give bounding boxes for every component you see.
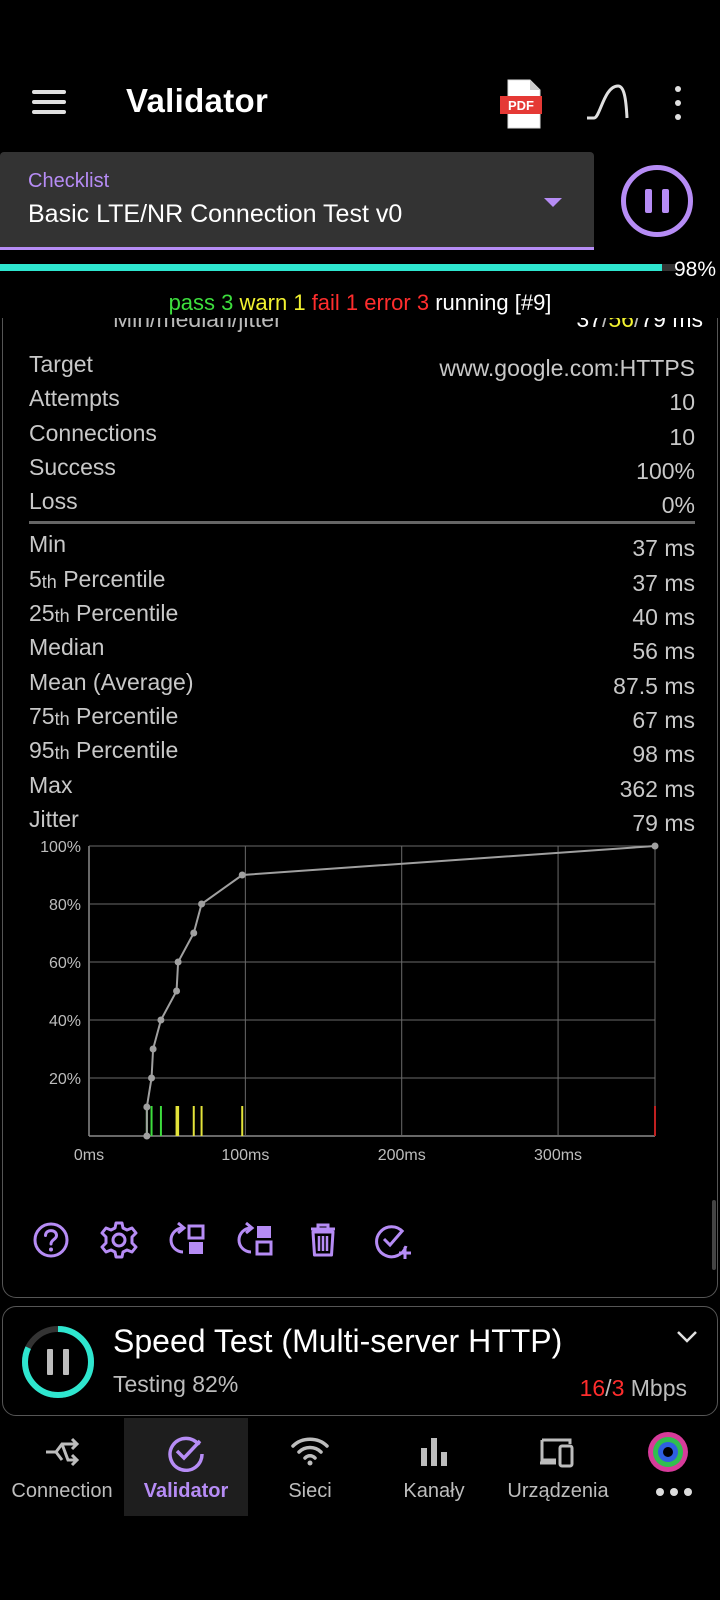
- y-tick-label: 80%: [49, 897, 81, 914]
- checklist-select[interactable]: Checklist Basic LTE/NR Connection Test v…: [0, 152, 594, 250]
- settings-gear-icon[interactable]: [99, 1220, 139, 1260]
- nav-label: Sieci: [248, 1480, 372, 1503]
- result-card: Min/median/jitter 37/56/79 ms Target www.…: [2, 318, 718, 1298]
- nav-item-connection[interactable]: Connection: [0, 1418, 124, 1516]
- data-point: [198, 901, 205, 908]
- table-row: 75th Percentile 67 ms: [29, 700, 695, 734]
- more-tabs-icon[interactable]: [656, 1488, 692, 1498]
- fail-count: fail 1: [312, 290, 358, 315]
- data-point: [190, 930, 197, 937]
- x-tick-label: 300ms: [534, 1147, 582, 1164]
- bottom-navigation: Connection Validator Sieci Kanały Ur: [0, 1418, 720, 1518]
- result-rows: Target www.google.com:HTTPS Attempts 10 Co…: [29, 348, 695, 837]
- nav-label: Connection: [0, 1480, 124, 1503]
- data-point: [143, 1133, 150, 1140]
- table-row: 95th Percentile 98 ms: [29, 734, 695, 768]
- speed-test-rate: 16/3 Mbps: [580, 1375, 687, 1402]
- x-tick-label: 200ms: [378, 1147, 426, 1164]
- delete-icon[interactable]: [303, 1220, 343, 1260]
- table-row: 25th Percentile 40 ms: [29, 597, 695, 631]
- rerun-item-icon[interactable]: [167, 1220, 207, 1260]
- dropdown-arrow-icon: [544, 198, 562, 207]
- app-bar: Validator PDF: [0, 60, 720, 148]
- data-point: [175, 959, 182, 966]
- y-tick-label: 20%: [49, 1071, 81, 1088]
- chevron-down-icon[interactable]: [675, 1325, 699, 1349]
- min-median-jitter-row: Min/median/jitter 37/56/79 ms: [113, 318, 703, 333]
- table-row: Connections 10: [29, 417, 695, 451]
- table-row: Mean (Average) 87.5 ms: [29, 666, 695, 700]
- nav-label: Validator: [124, 1480, 248, 1503]
- nav-label: Kanały: [372, 1480, 496, 1503]
- connection-icon: [42, 1432, 82, 1472]
- table-row: Min 37 ms: [29, 528, 695, 562]
- page-title: Validator: [126, 82, 268, 120]
- pause-button[interactable]: [621, 165, 693, 237]
- data-point: [150, 1046, 157, 1053]
- speed-test-status: Testing 82%: [113, 1371, 238, 1398]
- nav-item-validator[interactable]: Validator: [124, 1418, 248, 1516]
- y-tick-label: 60%: [49, 955, 81, 972]
- series-line: [147, 846, 655, 1136]
- progress-percent: 98%: [674, 258, 716, 282]
- checklist-progress-bar: [0, 264, 676, 271]
- latency-cdf-chart: 20% 40% 60% 80% 100% 0ms 100ms 200ms 300ms: [23, 838, 683, 1198]
- x-tick-label: 0ms: [74, 1147, 104, 1164]
- table-row: Jitter 79 ms: [29, 803, 695, 837]
- pass-count: pass 3: [169, 290, 234, 315]
- y-tick-label: 100%: [40, 839, 81, 856]
- table-row: Target www.google.com:HTTPS: [29, 348, 695, 382]
- table-row: 5th Percentile 37 ms: [29, 563, 695, 597]
- speed-test-title: Speed Test (Multi-server HTTP): [113, 1323, 562, 1360]
- nav-item-sieci[interactable]: Sieci: [248, 1418, 372, 1516]
- table-row: Max 362 ms: [29, 769, 695, 803]
- app-logo-icon[interactable]: [646, 1430, 690, 1474]
- table-row: Loss 0%: [29, 485, 695, 519]
- data-point: [173, 988, 180, 995]
- status-summary: pass 3 warn 1 fail 1 error 3 running [#9…: [0, 290, 720, 316]
- nav-item-urzadzenia[interactable]: Urządzenia: [496, 1418, 620, 1516]
- checklist-label: Checklist: [28, 170, 109, 193]
- help-icon[interactable]: [31, 1220, 71, 1260]
- checklist-value: Basic LTE/NR Connection Test v0: [28, 200, 402, 229]
- x-tick-label: 100ms: [221, 1147, 269, 1164]
- progress-fill: [0, 264, 662, 271]
- row-value: 37/56/79 ms: [576, 318, 703, 333]
- nav-label: Urządzenia: [496, 1480, 620, 1503]
- menu-icon[interactable]: [32, 88, 66, 116]
- y-tick-label: 40%: [49, 1013, 81, 1030]
- devices-icon: [538, 1432, 578, 1472]
- speed-test-pause-button[interactable]: [21, 1325, 95, 1399]
- error-count: error 3: [364, 290, 429, 315]
- row-label: Min/median/jitter: [113, 318, 282, 332]
- curve-icon[interactable]: [584, 82, 630, 122]
- data-point: [157, 1017, 164, 1024]
- warn-count: warn 1: [240, 290, 306, 315]
- data-point: [652, 843, 659, 850]
- svg-text:PDF: PDF: [508, 98, 534, 113]
- data-point: [239, 872, 246, 879]
- add-check-icon[interactable]: [373, 1220, 413, 1260]
- divider: [29, 521, 695, 524]
- nav-item-kanaly[interactable]: Kanały: [372, 1418, 496, 1516]
- validator-check-icon: [166, 1432, 206, 1472]
- pdf-export-icon[interactable]: PDF: [500, 78, 546, 130]
- rerun-all-icon[interactable]: [235, 1220, 275, 1260]
- table-row: Success 100%: [29, 451, 695, 485]
- data-point: [143, 1104, 150, 1111]
- running-indicator: running [#9]: [435, 290, 551, 315]
- bar-chart-icon: [414, 1432, 454, 1472]
- data-point: [148, 1075, 155, 1082]
- more-options-icon[interactable]: [672, 84, 684, 124]
- speed-test-card[interactable]: Speed Test (Multi-server HTTP) Testing 8…: [2, 1306, 718, 1416]
- table-row: Median 56 ms: [29, 631, 695, 665]
- table-row: Attempts 10: [29, 382, 695, 416]
- wifi-icon: [290, 1432, 330, 1472]
- scrollbar[interactable]: [712, 1200, 716, 1270]
